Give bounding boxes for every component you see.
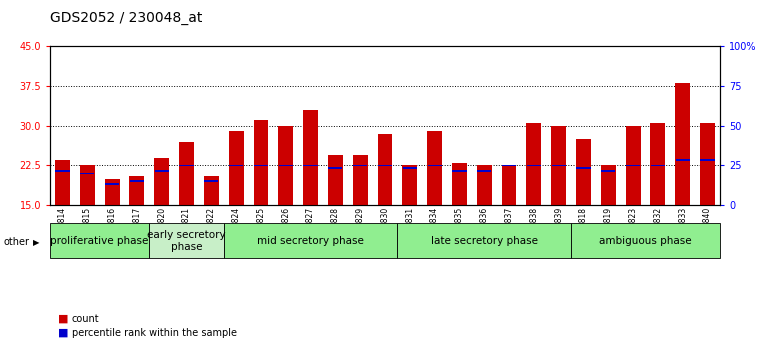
Bar [527, 123, 541, 205]
Bar [278, 126, 293, 205]
Bar [353, 165, 367, 166]
Bar [427, 165, 442, 166]
Bar [675, 83, 690, 205]
Text: proliferative phase: proliferative phase [51, 236, 149, 246]
Bar [105, 183, 119, 185]
Bar [477, 170, 491, 172]
Bar [427, 131, 442, 205]
Bar [452, 163, 467, 205]
Text: late secretory phase: late secretory phase [430, 236, 537, 246]
Bar [501, 166, 517, 205]
Bar [328, 167, 343, 169]
Bar [154, 158, 169, 205]
Bar [403, 166, 417, 205]
Bar [55, 170, 69, 172]
Text: count: count [72, 314, 99, 324]
Bar [279, 165, 293, 166]
Bar [105, 179, 119, 205]
Bar [149, 223, 224, 258]
Bar [303, 110, 318, 205]
Bar [155, 170, 169, 172]
Bar [701, 159, 715, 161]
Bar [80, 166, 95, 205]
Bar [551, 165, 566, 166]
Bar [254, 165, 268, 166]
Bar [253, 120, 269, 205]
Text: ■: ■ [58, 328, 69, 338]
Text: ■: ■ [58, 314, 69, 324]
Bar [50, 223, 149, 258]
Bar [551, 126, 566, 205]
Bar [577, 167, 591, 169]
Bar [130, 181, 144, 182]
Bar [303, 165, 318, 166]
Text: other: other [4, 238, 30, 247]
Bar [477, 166, 492, 205]
Bar [80, 172, 95, 175]
Text: mid secretory phase: mid secretory phase [257, 236, 364, 246]
Bar [55, 160, 70, 205]
Bar [397, 223, 571, 258]
Bar [403, 167, 417, 169]
Bar [179, 142, 194, 205]
Bar [502, 165, 516, 166]
Bar [571, 223, 720, 258]
Bar [601, 170, 615, 172]
Bar [527, 165, 541, 166]
Bar [224, 223, 397, 258]
Bar [179, 165, 193, 166]
Bar [377, 133, 393, 205]
Bar [204, 176, 219, 205]
Bar [129, 176, 144, 205]
Text: ▶: ▶ [33, 238, 39, 247]
Bar [452, 170, 467, 172]
Bar [229, 131, 243, 205]
Bar [601, 166, 616, 205]
Bar [229, 165, 243, 166]
Bar [328, 155, 343, 205]
Text: GDS2052 / 230048_at: GDS2052 / 230048_at [50, 11, 203, 25]
Text: early secretory
phase: early secretory phase [147, 230, 226, 252]
Text: ambiguous phase: ambiguous phase [599, 236, 691, 246]
Bar [626, 126, 641, 205]
Bar [378, 165, 392, 166]
Bar [353, 155, 367, 205]
Bar [651, 165, 665, 166]
Bar [204, 181, 219, 182]
Text: percentile rank within the sample: percentile rank within the sample [72, 328, 236, 338]
Bar [651, 123, 665, 205]
Bar [626, 165, 640, 166]
Bar [700, 123, 715, 205]
Bar [675, 159, 690, 161]
Bar [576, 139, 591, 205]
